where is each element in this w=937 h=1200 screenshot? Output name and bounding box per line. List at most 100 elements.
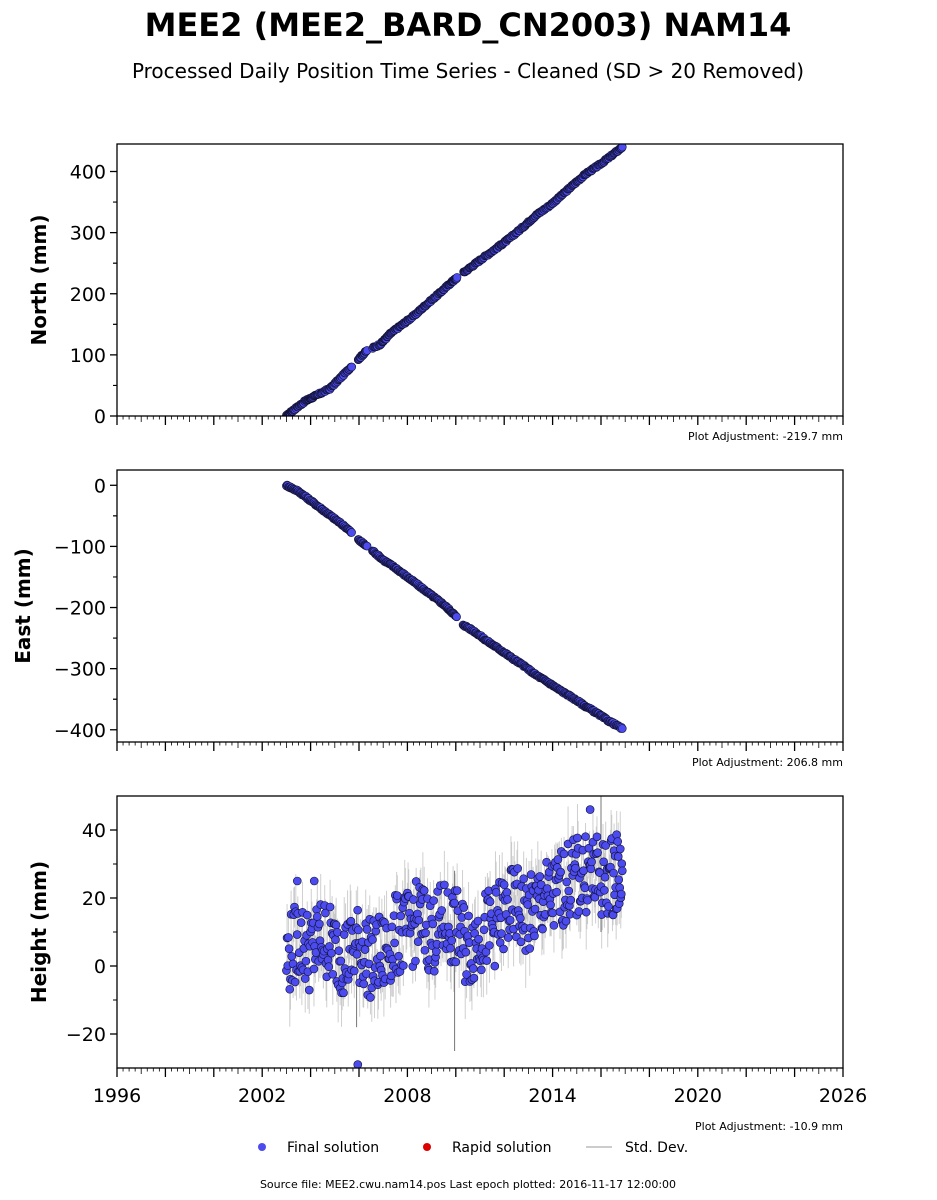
final-solution-point xyxy=(450,898,459,908)
final-solution-point xyxy=(513,864,522,873)
final-solution-point xyxy=(386,971,396,981)
final-solution-point xyxy=(302,910,312,920)
final-solution-point xyxy=(614,875,624,884)
final-solution-point xyxy=(324,962,334,971)
final-solution-point xyxy=(600,885,609,895)
final-solution-point xyxy=(617,144,627,152)
final-solution-point xyxy=(468,964,478,973)
final-solution-point xyxy=(292,876,302,886)
final-solution-point xyxy=(585,805,595,814)
plot-adjustment-note: Plot Adjustment: -219.7 mm xyxy=(688,430,843,443)
final-solution-point xyxy=(566,895,576,905)
final-solution-point xyxy=(296,918,306,927)
legend-std-label: Std. Dev. xyxy=(625,1140,688,1156)
final-solution-point xyxy=(446,943,455,953)
final-solution-point xyxy=(349,966,359,976)
final-solution-point xyxy=(490,961,500,971)
final-solution-point xyxy=(617,859,627,868)
final-solution-point xyxy=(613,852,623,861)
legend-final-marker xyxy=(258,1143,266,1151)
final-solution-point xyxy=(411,956,420,966)
final-solution-point xyxy=(313,912,322,921)
final-solution-point xyxy=(525,944,535,953)
final-solution-point xyxy=(477,965,486,975)
final-solution-point xyxy=(600,872,610,882)
final-solution-point xyxy=(485,897,495,906)
chart-subtitle: Processed Daily Position Time Series - C… xyxy=(132,59,804,83)
final-solution-point xyxy=(482,956,492,965)
y-tick-label: −100 xyxy=(54,536,106,558)
final-solution-point xyxy=(437,906,446,915)
final-solution-point xyxy=(497,929,506,938)
final-solution-point xyxy=(462,970,471,979)
final-solution-point xyxy=(432,947,441,956)
final-solution-point xyxy=(452,886,462,895)
final-solution-point xyxy=(552,887,561,897)
final-solution-point xyxy=(284,944,294,953)
final-solution-point xyxy=(321,908,330,918)
y-tick-label: −20 xyxy=(66,1024,106,1046)
final-solution-point xyxy=(571,863,580,873)
final-solution-point xyxy=(347,528,356,537)
final-solution-point xyxy=(516,914,525,923)
final-solution-point xyxy=(309,964,319,974)
final-solution-point xyxy=(451,957,461,967)
final-solution-point xyxy=(562,877,572,887)
final-solution-point xyxy=(336,956,346,966)
legend-rapid-marker xyxy=(423,1143,431,1151)
plot-adjustment-note: Plot Adjustment: 206.8 mm xyxy=(692,756,843,769)
final-solution-point xyxy=(334,946,344,955)
final-solution-point xyxy=(428,919,438,929)
final-solution-point xyxy=(592,832,602,842)
final-solution-point xyxy=(368,935,377,944)
final-solution-point xyxy=(604,902,613,911)
final-solution-point xyxy=(339,930,349,939)
final-solution-point xyxy=(485,941,494,950)
final-solution-point xyxy=(538,924,547,934)
legend-rapid-label: Rapid solution xyxy=(452,1140,552,1156)
final-solution-point xyxy=(574,907,584,916)
final-solution-point xyxy=(583,895,592,905)
final-solution-point xyxy=(523,900,533,909)
final-solution-point xyxy=(530,904,540,914)
final-solution-point xyxy=(581,832,590,841)
x-tick-label: 1996 xyxy=(93,1085,141,1107)
final-solution-point xyxy=(447,936,457,945)
panel-frame xyxy=(116,143,844,417)
plot-area-1 xyxy=(282,480,627,733)
x-tick-label: 2008 xyxy=(383,1085,431,1107)
final-solution-point xyxy=(469,973,479,983)
final-solution-point xyxy=(502,888,512,897)
final-solution-point xyxy=(499,880,509,890)
final-solution-point xyxy=(556,867,565,877)
final-solution-point xyxy=(359,979,369,989)
panel-0: 0 100 200 300 400 North (mm) Plot Adjustment: … xyxy=(27,143,844,443)
final-solution-point xyxy=(616,889,626,899)
final-solution-point xyxy=(414,915,424,925)
final-solution-point xyxy=(526,870,536,879)
final-solution-point xyxy=(473,916,483,926)
y-tick-label: 200 xyxy=(70,284,106,306)
final-solution-point xyxy=(617,724,627,733)
source-footnote: Source file: MEE2.cwu.nam14.pos Last epo… xyxy=(260,1178,676,1191)
final-solution-point xyxy=(601,841,611,850)
final-solution-point xyxy=(459,903,469,912)
legend-final-label: Final solution xyxy=(287,1140,379,1156)
y-tick-label: −200 xyxy=(54,598,106,620)
final-solution-point xyxy=(617,866,627,876)
final-solution-point xyxy=(561,916,571,926)
y-tick-label: −400 xyxy=(54,720,106,742)
final-solution-point xyxy=(396,911,405,921)
final-solution-point xyxy=(503,933,513,942)
final-solution-point xyxy=(339,988,348,998)
final-solution-point xyxy=(452,273,462,282)
final-solution-point xyxy=(325,902,335,912)
final-solution-point xyxy=(491,888,501,897)
final-solution-point xyxy=(362,925,372,934)
final-solution-point xyxy=(429,896,438,905)
final-solution-point xyxy=(479,925,489,935)
final-solution-point xyxy=(573,833,582,843)
panel-2: −20 0 20 40 Height (mm) 1996 2002 2008 2014 2020 2… xyxy=(27,795,867,1133)
final-solution-point xyxy=(615,844,625,854)
panel-frame xyxy=(116,469,844,743)
